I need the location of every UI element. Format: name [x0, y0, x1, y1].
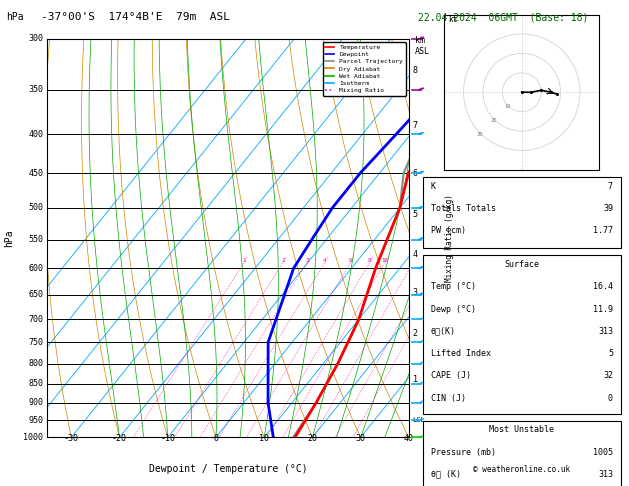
Text: 7: 7: [413, 121, 418, 130]
Text: 350: 350: [28, 86, 43, 94]
Text: 30: 30: [477, 132, 483, 137]
Text: 600: 600: [28, 264, 43, 273]
Text: 500: 500: [28, 204, 43, 212]
Text: Pressure (mb): Pressure (mb): [431, 448, 496, 456]
Text: 0: 0: [608, 394, 613, 403]
Text: θᴇ (K): θᴇ (K): [431, 470, 460, 479]
Text: Dewpoint / Temperature (°C): Dewpoint / Temperature (°C): [148, 464, 308, 474]
Text: km
ASL: km ASL: [415, 36, 430, 56]
Text: 30: 30: [355, 434, 365, 443]
Text: 32: 32: [603, 371, 613, 381]
Text: kt: kt: [448, 16, 457, 24]
Text: 6: 6: [413, 169, 418, 177]
Text: 750: 750: [28, 338, 43, 347]
Text: 3: 3: [413, 288, 418, 297]
Text: Most Unstable: Most Unstable: [489, 425, 554, 434]
Text: 8: 8: [368, 258, 371, 263]
Text: 900: 900: [28, 398, 43, 407]
Text: 1005: 1005: [593, 448, 613, 456]
Text: 300: 300: [28, 35, 43, 43]
Text: 20: 20: [308, 434, 318, 443]
Text: 6: 6: [349, 258, 352, 263]
Text: 850: 850: [28, 379, 43, 388]
Text: 39: 39: [603, 204, 613, 213]
Text: Dewp (°C): Dewp (°C): [431, 305, 476, 313]
Text: CIN (J): CIN (J): [431, 394, 465, 403]
Text: -20: -20: [112, 434, 127, 443]
Text: 4: 4: [413, 250, 418, 259]
Text: -10: -10: [160, 434, 175, 443]
Text: 5: 5: [413, 210, 418, 219]
Text: 1000: 1000: [23, 433, 43, 442]
Text: CAPE (J): CAPE (J): [431, 371, 470, 381]
Text: 0: 0: [213, 434, 218, 443]
Text: Surface: Surface: [504, 260, 539, 269]
Text: 22.04.2024  06GMT  (Base: 18): 22.04.2024 06GMT (Base: 18): [418, 12, 589, 22]
Text: Lifted Index: Lifted Index: [431, 349, 491, 358]
Text: PW (cm): PW (cm): [431, 226, 465, 235]
Text: 16.4: 16.4: [593, 282, 613, 291]
Text: 10: 10: [504, 104, 511, 109]
Text: 2: 2: [281, 258, 284, 263]
Text: 40: 40: [404, 434, 414, 443]
Text: Mixing Ratio (g/kg): Mixing Ratio (g/kg): [445, 194, 454, 282]
Text: 10: 10: [382, 258, 388, 263]
Text: 2: 2: [413, 329, 418, 338]
Text: 5: 5: [608, 349, 613, 358]
Text: hPa: hPa: [6, 12, 24, 22]
Text: © weatheronline.co.uk: © weatheronline.co.uk: [473, 465, 571, 474]
Text: 550: 550: [28, 235, 43, 244]
Text: 11.9: 11.9: [593, 305, 613, 313]
Text: 650: 650: [28, 290, 43, 299]
Text: Totals Totals: Totals Totals: [431, 204, 496, 213]
Text: Temp (°C): Temp (°C): [431, 282, 476, 291]
Text: 700: 700: [28, 315, 43, 324]
Text: 8: 8: [413, 66, 418, 75]
Text: 3: 3: [305, 258, 309, 263]
Text: 450: 450: [28, 169, 43, 177]
Text: -37°00'S  174°4B'E  79m  ASL: -37°00'S 174°4B'E 79m ASL: [41, 12, 230, 22]
Legend: Temperature, Dewpoint, Parcel Trajectory, Dry Adiabat, Wet Adiabat, Isotherm, Mi: Temperature, Dewpoint, Parcel Trajectory…: [323, 42, 406, 96]
Text: 800: 800: [28, 359, 43, 368]
Text: 10: 10: [259, 434, 269, 443]
Text: 7: 7: [608, 182, 613, 191]
Text: -30: -30: [64, 434, 79, 443]
Text: 1: 1: [242, 258, 245, 263]
Text: 20: 20: [491, 118, 497, 122]
Text: 313: 313: [598, 327, 613, 336]
Text: 1: 1: [413, 375, 418, 384]
Text: hPa: hPa: [4, 229, 14, 247]
Text: 1.77: 1.77: [593, 226, 613, 235]
Text: 313: 313: [598, 470, 613, 479]
Text: 400: 400: [28, 130, 43, 139]
Text: 4: 4: [323, 258, 326, 263]
Text: 950: 950: [28, 416, 43, 425]
Text: θᴇ(K): θᴇ(K): [431, 327, 455, 336]
Text: LCL: LCL: [413, 417, 425, 423]
Text: K: K: [431, 182, 436, 191]
